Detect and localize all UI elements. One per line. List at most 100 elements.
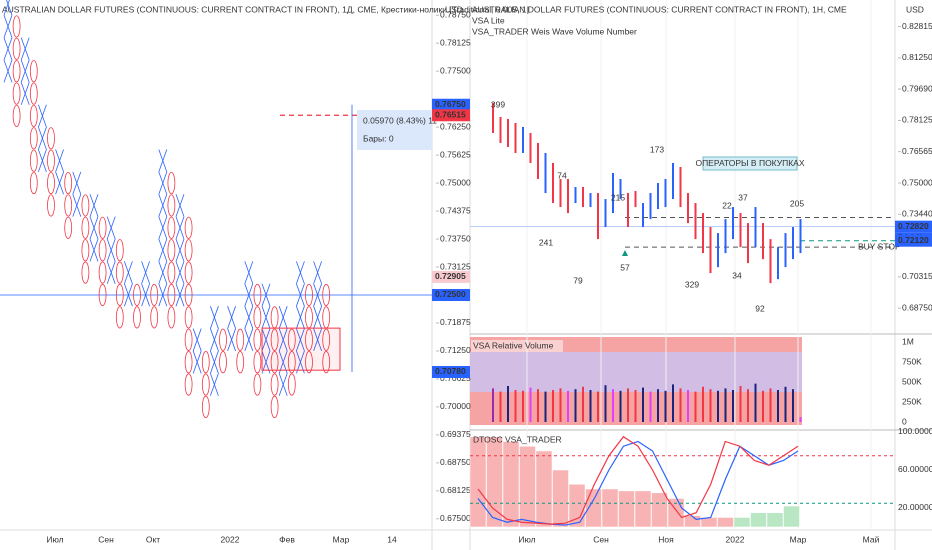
histogram-bar — [684, 515, 701, 528]
price-label: 0.72120 — [898, 235, 929, 245]
x-column — [124, 261, 133, 307]
histogram-bar — [601, 488, 619, 528]
x-column — [55, 149, 64, 195]
x-stroke — [158, 238, 168, 262]
x-stroke — [296, 261, 305, 284]
x-tick-label: Окт — [146, 534, 160, 544]
indicator-name: VSA_TRADER Weis Wave Volume Number — [472, 26, 637, 36]
y-tick-label: 0.75625 — [440, 149, 471, 159]
x-stroke — [20, 37, 30, 61]
x-stroke — [38, 126, 47, 150]
pane-title: VSA Relative Volume — [473, 340, 554, 350]
histogram-bar — [535, 450, 553, 528]
o-mark — [322, 283, 331, 307]
price-label: 0.70780 — [435, 366, 466, 376]
o-mark — [150, 306, 159, 329]
price-label-bg — [432, 98, 470, 111]
currency: USD — [906, 4, 924, 14]
volume-bar — [717, 390, 719, 422]
y-tick-label: 0.76250 — [440, 121, 471, 131]
chart-title: AUSTRALIAN DOLLAR FUTURES (CONTINUOUS: C… — [2, 4, 529, 14]
y-tick-label: 0.74375 — [440, 205, 471, 215]
x-stroke — [296, 328, 305, 352]
volume-bar — [792, 389, 794, 422]
x-stroke — [175, 238, 185, 262]
o-column — [219, 328, 227, 374]
o-mark — [236, 328, 245, 351]
y-tick-label: 0.76565 — [902, 146, 932, 156]
wave-label: 34 — [732, 270, 742, 280]
volume-bar — [507, 386, 509, 422]
x-tick-label: Сен — [98, 534, 114, 544]
volume-bar — [582, 386, 584, 422]
o-column — [236, 328, 245, 374]
histogram-bar — [502, 441, 520, 528]
volume-bar — [732, 390, 734, 422]
volume-bar — [762, 390, 764, 422]
histogram-bar — [733, 517, 751, 528]
o-mark — [287, 373, 296, 396]
x-column — [3, 0, 13, 83]
o-mark — [167, 194, 176, 217]
o-mark — [184, 328, 193, 351]
volume-bar — [799, 417, 802, 422]
x-column — [89, 194, 99, 262]
pane-title: DTOSC VSA_TRADER — [473, 434, 562, 444]
o-mark — [47, 194, 55, 217]
volume-bar — [612, 389, 614, 422]
wave-label: 92 — [755, 303, 765, 313]
x-tick-label: Ноя — [658, 534, 674, 544]
wave-label: 74 — [557, 170, 567, 180]
o-mark — [219, 328, 227, 351]
y-tick-label: 0.70625 — [440, 373, 471, 383]
y-tick-label: 250K — [902, 396, 922, 406]
o-mark — [305, 283, 313, 307]
volume-bar — [739, 386, 742, 422]
o-mark — [201, 373, 210, 396]
x-stroke — [244, 261, 254, 284]
x-stroke — [124, 283, 133, 307]
x-stroke — [72, 171, 82, 195]
x-column — [141, 261, 150, 307]
o-mark — [167, 171, 176, 195]
pane-title-bg — [471, 340, 563, 352]
x-stroke — [55, 171, 64, 195]
o-mark — [115, 239, 124, 262]
x-tick-label: 14 — [387, 534, 397, 544]
y-tick-label: 0.70000 — [440, 401, 471, 411]
histogram-bar — [717, 517, 734, 528]
o-mark — [29, 149, 38, 172]
price-label-bg — [432, 109, 470, 122]
x-column — [227, 306, 236, 352]
histogram-bar — [469, 436, 487, 528]
x-column — [192, 328, 202, 374]
y-tick-label: 60.00000 — [898, 464, 932, 474]
wave-label: 205 — [790, 198, 804, 208]
x-stroke — [3, 59, 13, 83]
price-label: 0.72820 — [898, 221, 929, 231]
volume-bar — [664, 390, 667, 422]
o-mark — [253, 328, 262, 351]
x-stroke — [158, 194, 168, 217]
x-column — [278, 306, 288, 396]
histogram-bar — [766, 512, 784, 528]
x-column — [106, 216, 116, 284]
currency: USD — [445, 4, 463, 14]
o-mark — [184, 373, 193, 396]
o-column — [47, 127, 55, 217]
volume-bar — [634, 390, 637, 422]
o-mark — [12, 104, 21, 128]
annotation: ОПЕРАТОРЫ В ПОКУПКАХ — [695, 158, 804, 168]
volume-bar — [747, 389, 749, 422]
x-tick-label: Июл — [46, 534, 63, 544]
x-stroke — [210, 328, 219, 352]
x-stroke — [158, 216, 168, 240]
x-column — [313, 261, 322, 352]
x-stroke — [192, 328, 202, 352]
y-tick-label: 0.71250 — [440, 345, 471, 355]
x-column — [261, 283, 271, 374]
o-mark — [167, 283, 176, 307]
o-column — [133, 283, 141, 329]
volume-bar — [604, 385, 607, 422]
x-stroke — [278, 373, 288, 396]
